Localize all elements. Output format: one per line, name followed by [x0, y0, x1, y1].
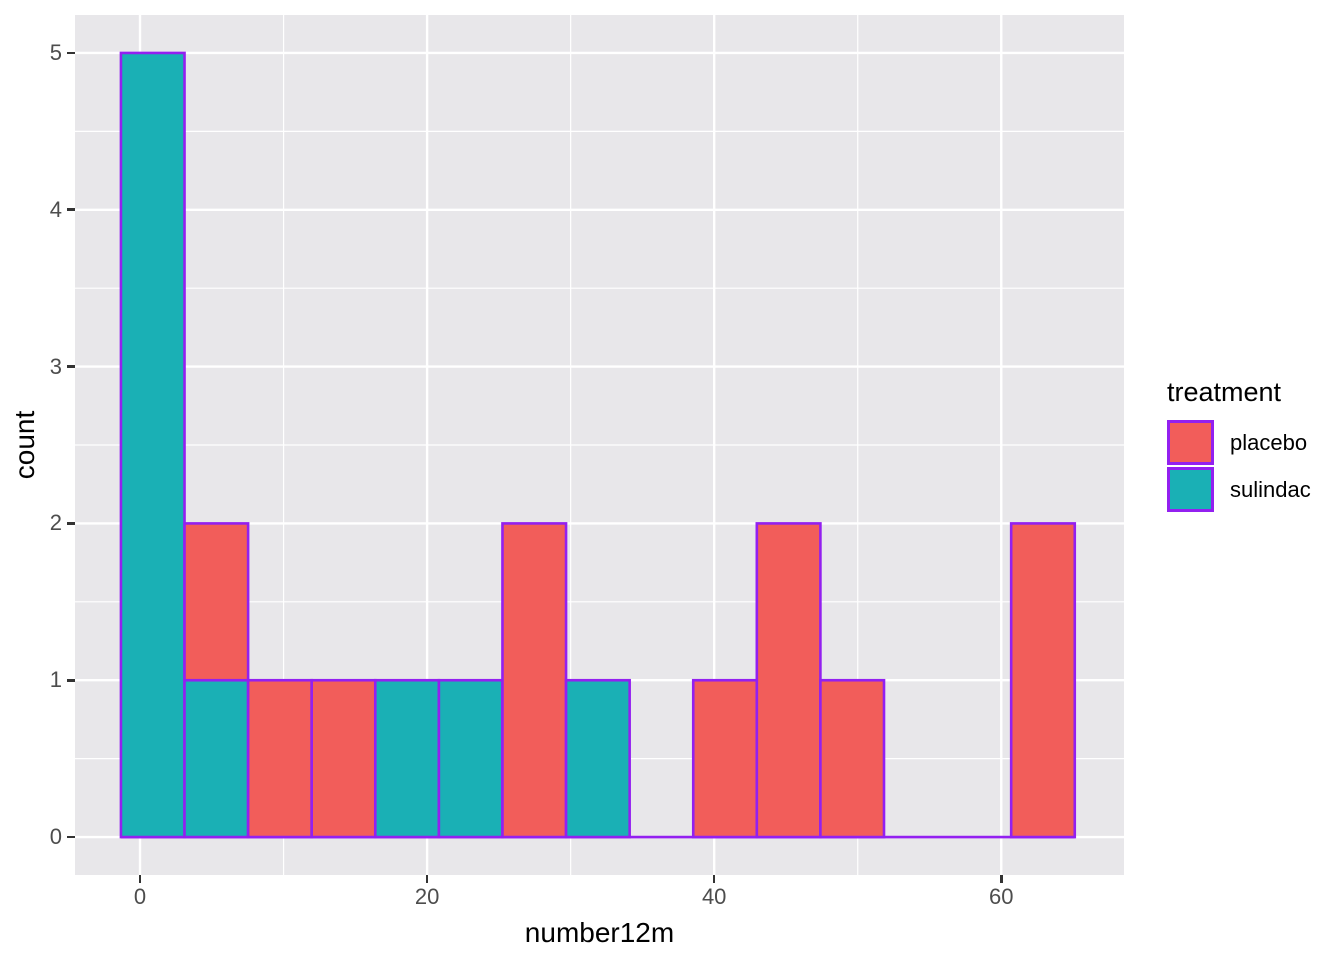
- legend-entry-placebo: placebo: [1167, 420, 1311, 465]
- bar-segment-placebo: [819, 678, 886, 839]
- y-tick-label: 2: [49, 510, 62, 536]
- y-axis-title: count: [9, 410, 40, 480]
- y-tick-label: 1: [49, 667, 62, 693]
- chart-canvas: [75, 15, 1124, 875]
- y-tick-mark: [67, 51, 75, 55]
- x-tick-label: 0: [133, 884, 147, 909]
- x-tick-label: 20: [414, 884, 440, 909]
- y-tick-mark: [67, 208, 75, 212]
- bar-segment-placebo: [246, 678, 313, 839]
- y-tick-mark: [67, 678, 75, 682]
- y-tick-mark: [67, 365, 75, 368]
- legend-label-placebo: placebo: [1230, 429, 1308, 455]
- bar-segment-placebo: [501, 522, 568, 839]
- bar-segment-sulindac: [373, 678, 441, 839]
- y-tick-label: 3: [49, 353, 62, 379]
- legend-key-sulindac-swatch: [1167, 467, 1214, 512]
- plot-panel: [75, 15, 1124, 875]
- bar-segment-placebo: [691, 678, 759, 839]
- legend-entry-sulindac: sulindac: [1167, 467, 1311, 512]
- legend-label-sulindac: sulindac: [1230, 476, 1311, 502]
- bar-segment-placebo: [310, 678, 377, 839]
- x-tick-mark: [999, 875, 1003, 883]
- x-tick-mark: [138, 875, 142, 883]
- legend-title: treatment: [1167, 377, 1282, 407]
- bar-segment-sulindac: [183, 678, 250, 839]
- y-tick-label: 5: [49, 39, 62, 65]
- y-tick-mark: [67, 835, 75, 839]
- x-tick-mark: [425, 875, 429, 883]
- bar-segment-placebo: [183, 522, 250, 682]
- bar-segment-placebo: [755, 522, 822, 839]
- y-tick-label: 0: [49, 824, 62, 850]
- x-axis-title: number12m: [524, 917, 675, 948]
- bar-segment-sulindac: [119, 51, 186, 839]
- y-tick-mark: [67, 522, 75, 525]
- bar-segment-placebo: [1009, 522, 1077, 839]
- legend: treatment placebo sulindac: [1167, 376, 1311, 514]
- legend-key-placebo-swatch: [1167, 420, 1214, 465]
- bar-segment-sulindac: [437, 678, 504, 839]
- x-tick-label: 40: [701, 884, 727, 909]
- bar-segment-sulindac: [564, 678, 631, 839]
- x-tick-label: 60: [989, 884, 1014, 909]
- y-tick-label: 4: [49, 196, 62, 222]
- x-tick-mark: [712, 875, 716, 883]
